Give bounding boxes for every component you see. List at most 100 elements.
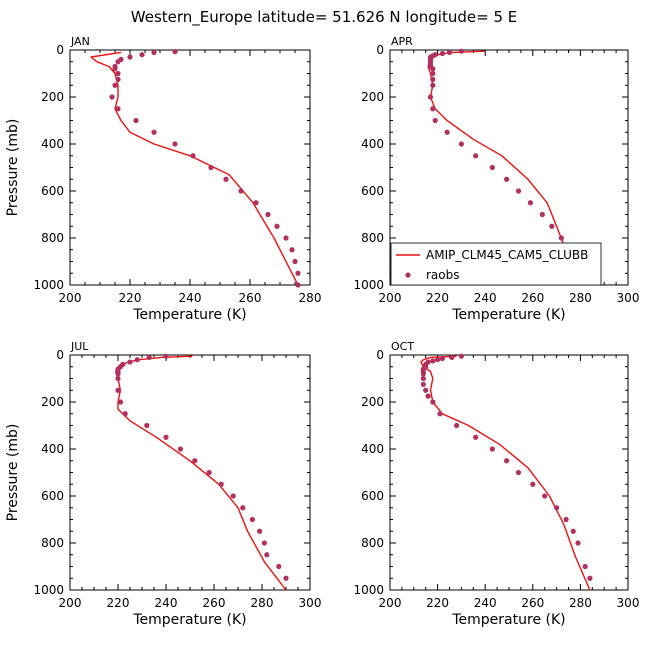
y-tick-label: 0	[56, 348, 64, 362]
obs-point	[458, 141, 464, 147]
obs-point	[423, 387, 429, 393]
plot-frame	[69, 49, 311, 286]
panel-label: APR	[391, 35, 413, 48]
obs-point	[283, 235, 289, 241]
obs-point	[238, 188, 244, 194]
y-tick-label: 400	[41, 137, 64, 151]
obs-point	[489, 164, 495, 171]
y-tick-label: 800	[361, 536, 384, 550]
panel-jul: 200 220 240 260 280 300 0 200 400 600 800 1000 Tempe…	[5, 340, 321, 628]
obs-point	[115, 371, 121, 377]
obs-point	[274, 223, 280, 229]
y-tick-label: 800	[41, 231, 64, 245]
obs-point	[134, 357, 140, 363]
obs-point	[112, 66, 118, 72]
obs-point	[127, 359, 133, 365]
y-tick-label: 800	[361, 231, 384, 245]
obs-point	[473, 153, 479, 159]
obs-point	[430, 106, 436, 112]
obs-point	[115, 76, 121, 82]
obs-point	[115, 59, 121, 65]
y-tick-label: 0	[376, 348, 384, 362]
obs-point	[542, 493, 548, 499]
x-tick-label: 220	[426, 596, 449, 610]
obs-point	[295, 282, 301, 288]
obs-point	[190, 153, 196, 159]
obs-point	[582, 563, 588, 570]
x-tick-label: 260	[203, 596, 226, 610]
x-tick-label: 240	[155, 596, 178, 610]
obs-point	[115, 387, 121, 393]
obs-point	[240, 505, 246, 511]
obs-point	[115, 106, 121, 112]
obs-point	[420, 375, 426, 382]
x-tick-label: 200	[59, 291, 82, 305]
obs-point	[430, 70, 436, 77]
obs-point	[127, 54, 133, 60]
x-axis-label: Temperature (K)	[132, 307, 246, 323]
x-axis-label: Temperature (K)	[451, 612, 565, 628]
panels: 200 220 240 260 280 0 200 400 600 800 1000 Temperat…	[5, 35, 639, 628]
model-series-line	[90, 51, 299, 286]
x-tick-label: 300	[299, 596, 322, 610]
obs-point	[437, 411, 443, 417]
obs-point	[146, 354, 152, 360]
x-tick-label: 200	[59, 596, 82, 610]
obs-point	[265, 211, 271, 218]
obs-point	[449, 354, 455, 360]
y-axis-label: Pressure (mb)	[5, 424, 21, 522]
obs-point	[430, 399, 436, 405]
obs-point	[458, 48, 464, 54]
x-tick-label: 300	[617, 291, 640, 305]
legend-obs-label: raobs	[426, 268, 460, 282]
panel-apr: 200 220 240 260 280 300 0 200 400 600 800 1000 Tempe…	[353, 35, 639, 323]
obs-point	[420, 371, 426, 377]
obs-point	[425, 393, 431, 399]
figure-title: Western_Europe latitude= 51.626 N longit…	[131, 8, 517, 27]
obs-point	[292, 258, 298, 265]
obs-point	[264, 552, 270, 558]
obs-point	[549, 223, 555, 229]
obs-point	[218, 481, 224, 487]
obs-point	[504, 176, 510, 182]
panel-label: JUL	[70, 340, 89, 353]
obs-point	[115, 375, 121, 382]
x-tick-label: 260	[521, 596, 544, 610]
obs-point	[163, 353, 169, 359]
x-axis-label: Temperature (K)	[132, 612, 246, 628]
y-tick-label: 600	[361, 184, 384, 198]
obs-point	[430, 358, 436, 364]
obs-point	[563, 516, 569, 523]
y-tick-label: 200	[361, 90, 384, 104]
obs-point	[558, 235, 564, 241]
x-tick-label: 200	[379, 291, 402, 305]
obs-point	[151, 129, 157, 135]
obs-point	[530, 481, 536, 487]
obs-point	[144, 422, 150, 429]
obs-point	[439, 50, 445, 57]
obs-point	[539, 211, 545, 218]
x-tick-label: 220	[426, 291, 449, 305]
obs-point	[515, 469, 522, 476]
panel-label: OCT	[391, 340, 414, 353]
x-tick-label: 280	[299, 291, 322, 305]
obs-point	[454, 422, 460, 429]
x-tick-label: 200	[379, 596, 402, 610]
obs-point	[115, 70, 121, 77]
obs-point	[151, 49, 157, 55]
obs-point	[253, 200, 259, 206]
obs-point	[427, 94, 434, 100]
obs-point	[261, 540, 267, 546]
y-tick-label: 600	[361, 489, 384, 503]
obs-point	[122, 411, 128, 417]
obs-point	[206, 469, 212, 476]
obs-point	[504, 458, 510, 464]
obs-point	[177, 446, 183, 452]
obs-point	[554, 505, 560, 511]
obs-point	[117, 399, 123, 405]
obs-point	[446, 49, 453, 55]
obs-point	[444, 129, 450, 135]
obs-point	[133, 117, 139, 124]
obs-point	[249, 516, 255, 523]
